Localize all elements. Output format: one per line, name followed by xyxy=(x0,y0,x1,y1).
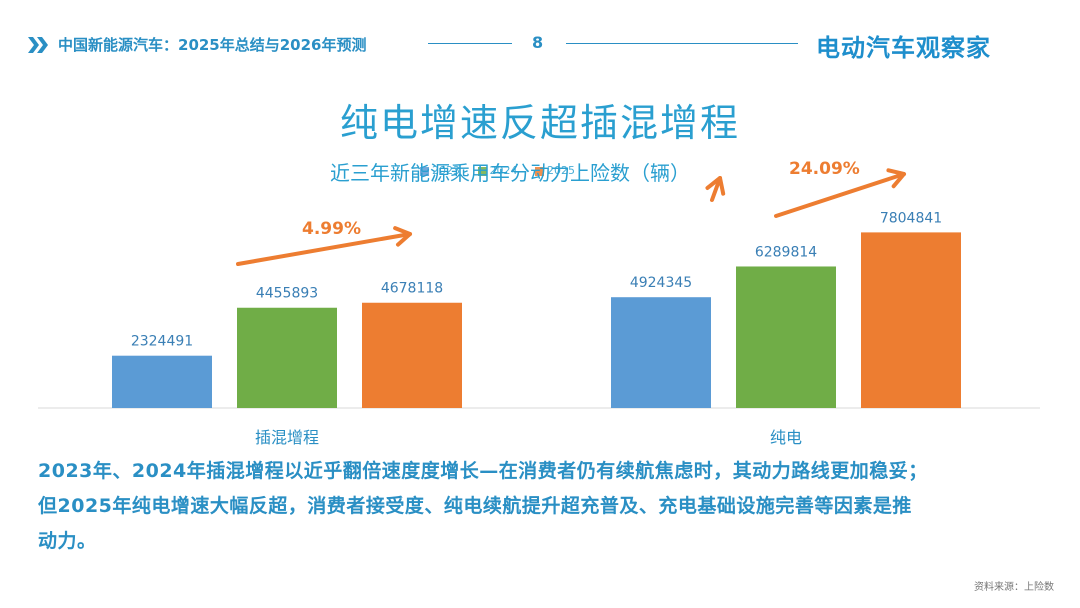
bar xyxy=(112,355,212,408)
bar xyxy=(861,232,961,408)
bar xyxy=(611,297,711,408)
header-divider-left xyxy=(428,43,512,44)
chevron-right-icon xyxy=(28,37,48,53)
legend-item: 2024 xyxy=(477,164,518,177)
legend-item: 2023 xyxy=(420,164,460,177)
legend-label: 2025 xyxy=(547,164,575,177)
bar xyxy=(362,302,462,408)
trend-arrow-fragment xyxy=(705,176,726,202)
data-label: 6289814 xyxy=(755,244,817,260)
legend-swatch xyxy=(477,166,487,176)
slide-title: 纯电增速反超插混增程 xyxy=(339,101,740,145)
legend-swatch xyxy=(420,166,429,176)
trend-arrow-phev xyxy=(236,226,412,266)
description-line: 动力。 xyxy=(38,530,97,552)
legend-label: 2024 xyxy=(489,164,518,177)
data-label: 4455893 xyxy=(256,286,318,302)
description-line: 2023年、2024年插混增程以近乎翻倍速度度增长—在消费者仍有续航焦虑时，其动… xyxy=(38,460,928,482)
x-tick-label: 插混增程 xyxy=(255,428,319,447)
chart-canvas: 2324491 4455893 4678118 插混增程 4924345 6289814 7… xyxy=(38,168,1040,447)
trend-arrow-bev xyxy=(774,168,906,218)
page-number: 8 xyxy=(532,33,544,52)
data-label: 2324491 xyxy=(131,334,193,350)
source-note: 资料来源：上险数 xyxy=(974,582,1054,593)
chart-title: 近三年新能源乘用车分动力上险数（辆） xyxy=(330,161,690,185)
bar xyxy=(237,307,337,408)
legend-swatch xyxy=(535,166,544,176)
legend-label: 2023 xyxy=(432,164,460,177)
description-text: 2023年、2024年插混增程以近乎翻倍速度度增长—在消费者仍有续航焦虑时，其动… xyxy=(38,454,1048,559)
x-tick-label: 纯电 xyxy=(770,428,802,447)
bar xyxy=(736,266,836,408)
growth-label-bev: 24.09% xyxy=(789,159,860,179)
legend-item: 2025 xyxy=(535,164,575,177)
data-label: 4678118 xyxy=(381,281,443,297)
description-line: 但2025年纯电增速大幅反超，消费者接受度、纯电续航提升超充普及、充电基础设施完… xyxy=(38,495,912,517)
report-title: 中国新能源汽车：2025年总结与2026年预测 xyxy=(58,36,367,54)
header: 中国新能源汽车：2025年总结与2026年预测 8 电动汽车观察家 xyxy=(0,0,1080,80)
bar-chart: 2324491 4455893 4678118 插混增程 4924345 6289814 7… xyxy=(0,150,1080,450)
data-label: 4924345 xyxy=(630,275,692,291)
growth-label-phev: 4.99% xyxy=(302,219,361,239)
data-label: 7804841 xyxy=(880,210,942,226)
brand-logo: 电动汽车观察家 xyxy=(816,34,991,62)
header-divider-right xyxy=(566,43,798,44)
chart-legend: 2023 2024 2025 xyxy=(420,164,589,177)
